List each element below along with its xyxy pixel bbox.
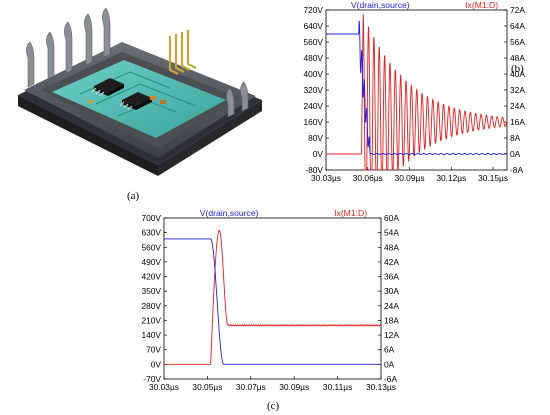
left-tick-label: 70V: [146, 345, 161, 355]
chart-b: 720V 640V 560V 480V 400V 320V 240V 160V 80V 0V -80…: [303, 0, 525, 183]
left-tick-label: -80V: [305, 165, 323, 175]
right-tick-label: 56A: [510, 37, 525, 47]
left-tick-label: 160V: [303, 117, 323, 127]
legend-current: Ix(M1:D): [465, 0, 498, 10]
x-tick-label: 30.03µs: [311, 173, 341, 183]
left-tick-label: 560V: [303, 37, 323, 47]
x-tick-label: 30.15µs: [478, 173, 508, 183]
right-tick-label: 30A: [384, 286, 399, 296]
right-tick-label: 8A: [510, 133, 521, 143]
x-tick-label: 30.12µs: [436, 173, 466, 183]
left-tick-label: 280V: [141, 301, 161, 311]
right-tick-label: -6A: [384, 374, 397, 384]
right-tick-label: 32A: [510, 85, 525, 95]
right-tick-label: 6A: [384, 345, 395, 355]
terminal-pins: [26, 7, 111, 88]
right-tick-label: 40A: [510, 69, 525, 79]
right-tick-label: 48A: [510, 53, 525, 63]
caption-c: (c): [267, 400, 280, 412]
left-tick-label: 560V: [141, 242, 161, 252]
x-tick-label: 30.09µs: [395, 173, 425, 183]
right-tick-label: 42A: [384, 257, 399, 267]
left-tick-label: 140V: [141, 330, 161, 340]
right-tick-label: 16A: [510, 117, 525, 127]
left-tick-label: 0V: [151, 359, 162, 369]
legend-voltage: V(drain,source): [200, 208, 259, 218]
left-tick-label: 630V: [141, 228, 161, 238]
left-tick-label: 400V: [303, 69, 323, 79]
right-tick-label: 12A: [384, 330, 399, 340]
left-tick-label: 420V: [141, 272, 161, 282]
left-tick-label: 480V: [303, 53, 323, 63]
right-tick-label: 54A: [384, 228, 399, 238]
left-tick-label: 80V: [308, 133, 323, 143]
left-tick-label: -70V: [143, 374, 161, 384]
right-tick-label: 24A: [384, 301, 399, 311]
chart-c-panel: 700V 630V 560V 490V 420V 350V 280V 210V 140V 70V 0…: [120, 208, 410, 400]
x-tick-label: 30.11µs: [323, 382, 352, 392]
chart-b-panel: 720V 640V 560V 480V 400V 320V 240V 160V 80V 0V -80…: [276, 0, 550, 200]
right-tick-label: 18A: [384, 315, 399, 325]
right-tick-label: 24A: [510, 101, 525, 111]
x-tick-label: 30.03µs: [149, 382, 179, 392]
left-tick-label: 210V: [141, 315, 161, 325]
chip-left: [91, 78, 124, 97]
signal-leads: [168, 30, 197, 75]
series-voltage-line: [326, 20, 508, 156]
legend-voltage: V(drain,source): [351, 0, 410, 10]
left-tick-label: 700V: [141, 213, 161, 223]
caption-b: (b): [511, 63, 524, 75]
series-current-line: [326, 14, 508, 171]
x-tick-label: 30.13µs: [366, 382, 396, 392]
left-tick-label: 0V: [313, 149, 324, 159]
x-tick-label: 30.09µs: [279, 382, 309, 392]
caption-a: (a): [127, 190, 140, 202]
right-tick-label: 36A: [384, 272, 399, 282]
right-tick-label: 48A: [384, 242, 399, 252]
x-tick-label: 30.05µs: [192, 382, 222, 392]
right-tick-label: 60A: [384, 213, 399, 223]
chart-c: 700V 630V 560V 490V 420V 350V 280V 210V 140V 70V 0…: [141, 208, 399, 392]
left-tick-label: 640V: [303, 21, 323, 31]
left-tick-label: 490V: [141, 257, 161, 267]
series-voltage-line: [164, 238, 381, 365]
power-module-illustration: [18, 7, 262, 176]
x-tick-label: 30.06µs: [353, 173, 383, 183]
right-tick-label: 0A: [510, 149, 521, 159]
left-tick-label: 240V: [303, 101, 323, 111]
right-tick-label: 72A: [510, 5, 525, 15]
right-tick-label: 64A: [510, 21, 525, 31]
right-tick-label: 0A: [384, 359, 395, 369]
chip-right: [119, 92, 152, 111]
power-module-panel: [0, 0, 272, 190]
left-tick-label: 720V: [303, 5, 323, 15]
x-tick-label: 30.07µs: [236, 382, 266, 392]
right-tick-label: -8A: [510, 165, 523, 175]
plot-frame: [163, 217, 382, 380]
left-tick-label: 320V: [303, 85, 323, 95]
left-tick-label: 350V: [141, 286, 161, 296]
legend-current: Ix(M1:D): [334, 208, 367, 218]
series-current-line: [164, 229, 382, 365]
